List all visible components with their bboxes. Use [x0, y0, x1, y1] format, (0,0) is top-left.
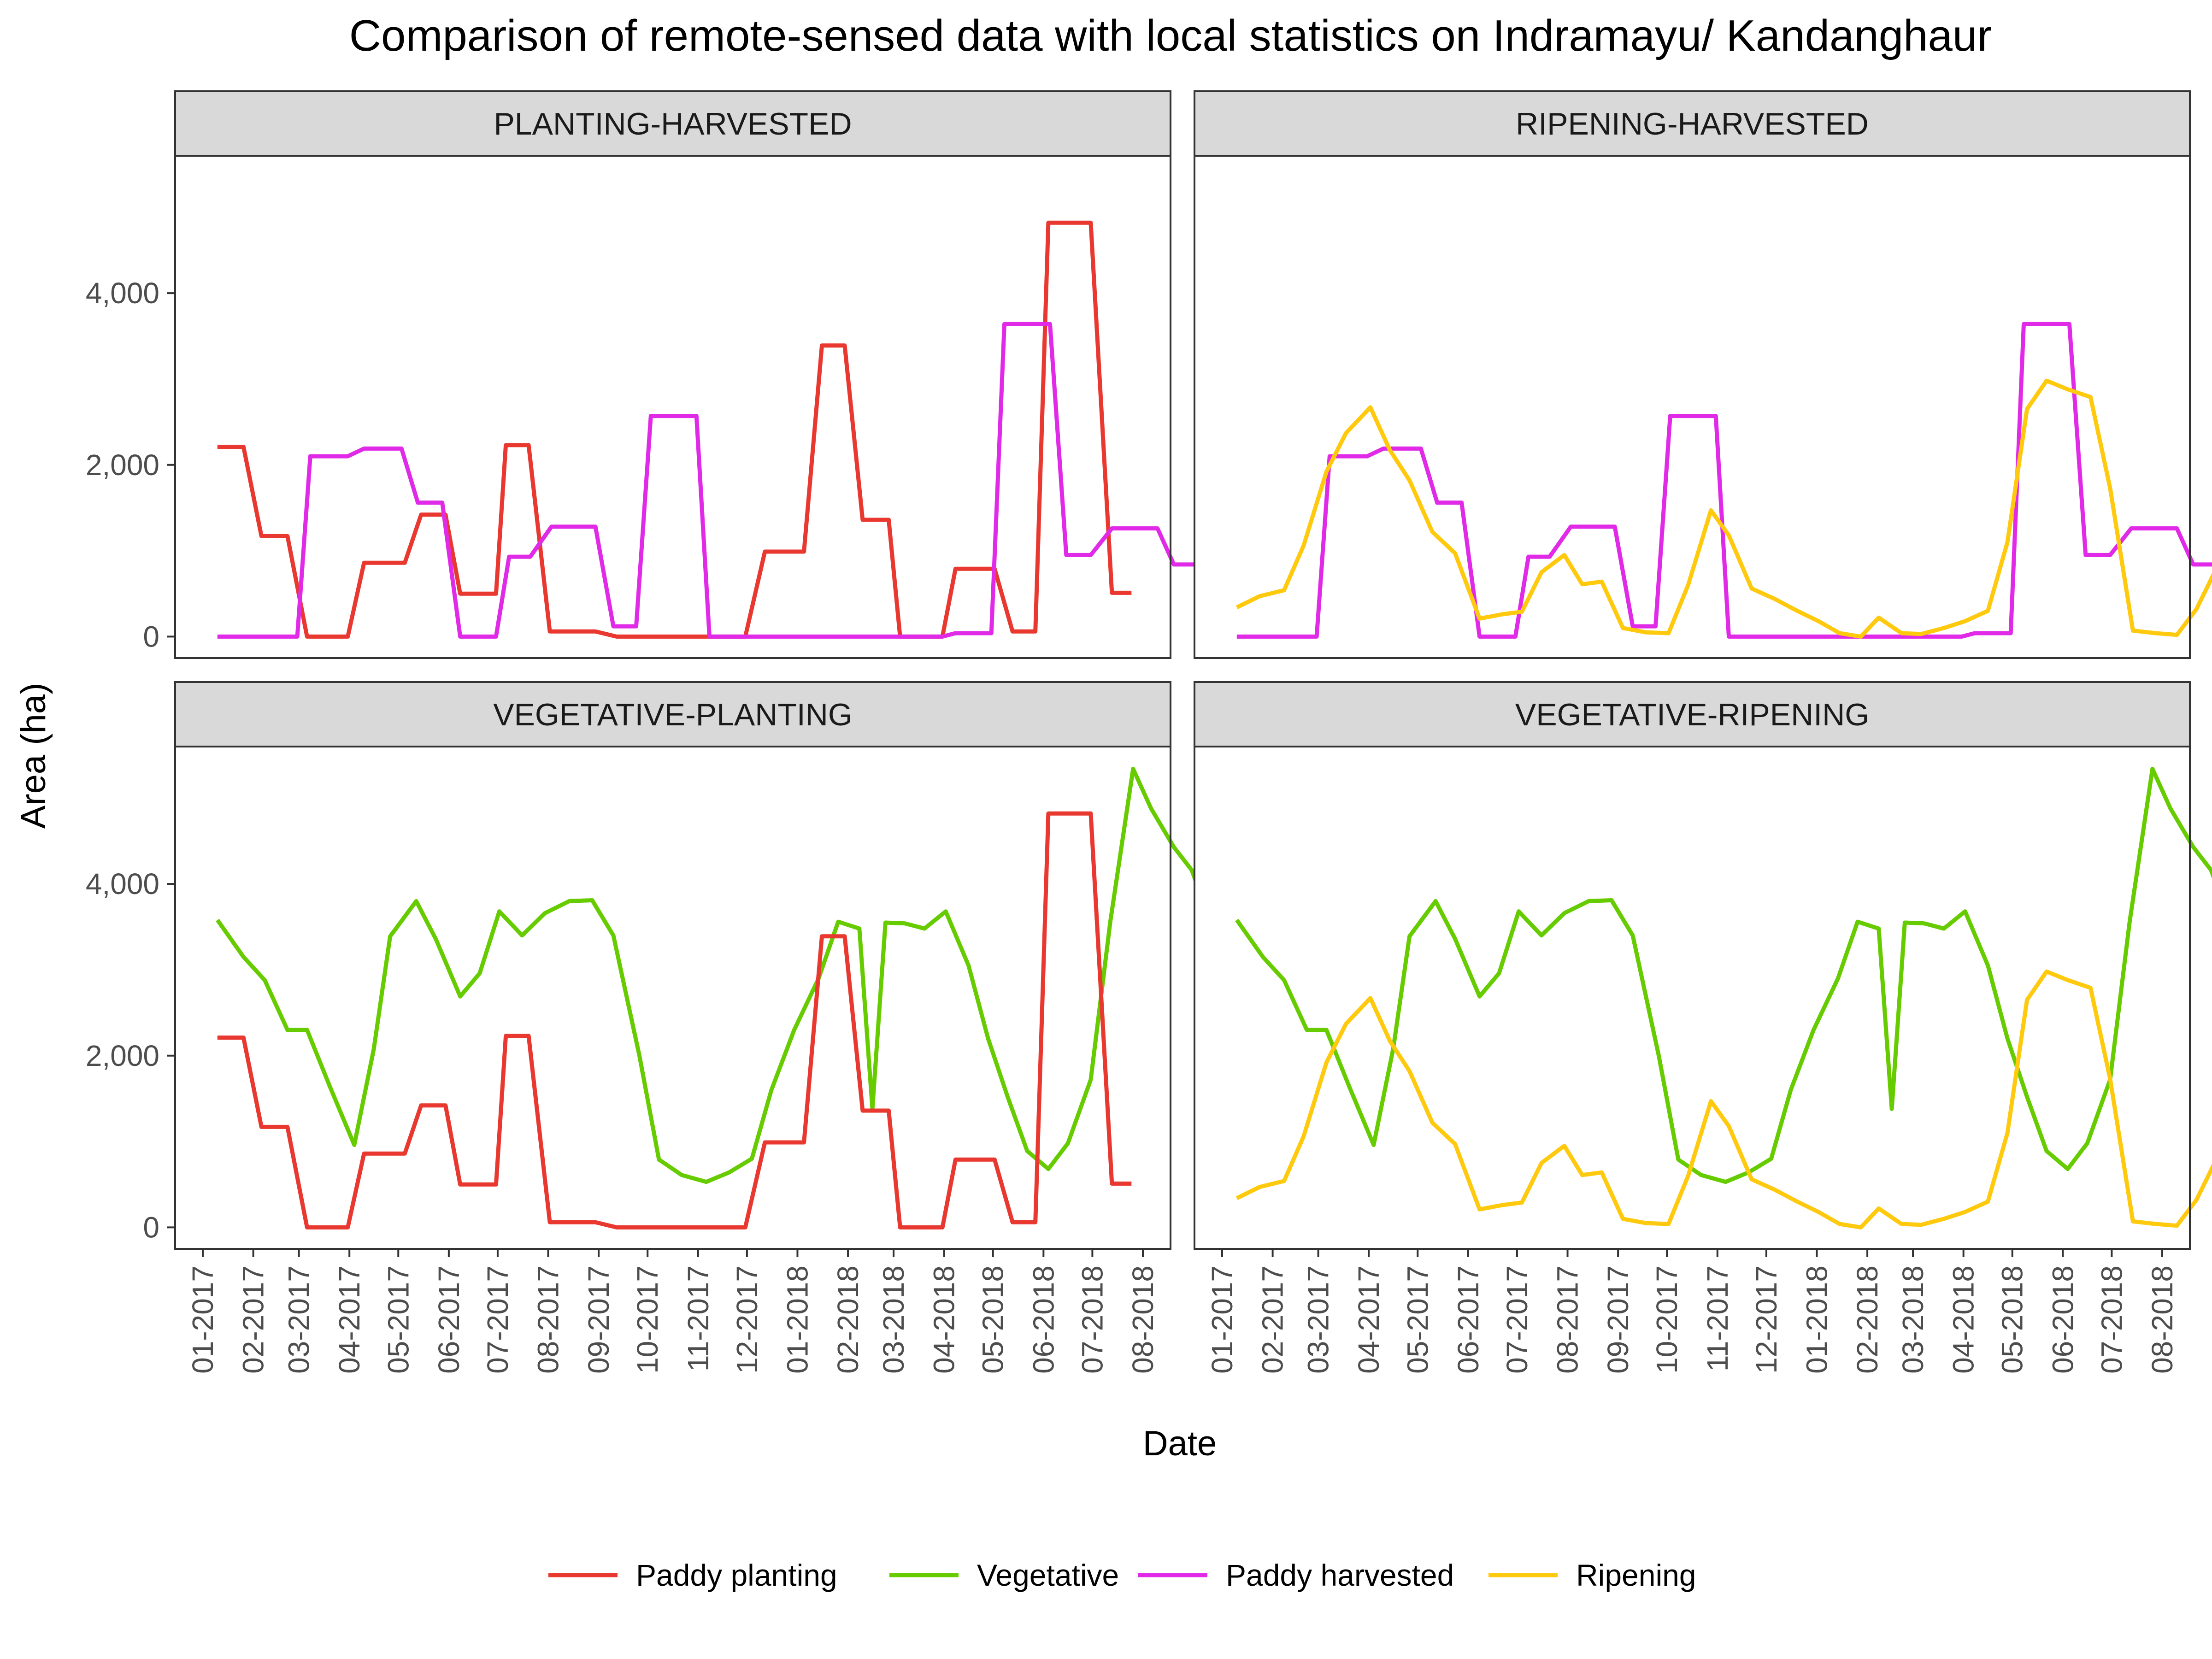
x-tick-label: 05-2017 [382, 1265, 415, 1374]
x-tick-label: 04-2017 [1352, 1265, 1385, 1374]
x-tick-label: 04-2018 [1947, 1265, 1980, 1374]
x-tick-label: 10-2017 [1650, 1265, 1683, 1374]
y-tick-label: 2,000 [86, 448, 159, 482]
y-tick-label: 0 [143, 620, 159, 653]
y-tick-label: 4,000 [86, 276, 159, 310]
x-tick-label: 12-2017 [730, 1265, 764, 1374]
x-tick-label: 07-2018 [2095, 1265, 2128, 1374]
series-line [1235, 378, 2212, 639]
x-tick-label: 02-2018 [1851, 1265, 1884, 1374]
x-tick-label: 01-2017 [1206, 1265, 1239, 1374]
x-tick-label: 03-2017 [1302, 1265, 1335, 1374]
plot-area [1194, 156, 2190, 658]
x-tick-label: 08-2017 [532, 1265, 565, 1374]
panel-border [174, 155, 1171, 659]
legend-item: Vegetative [889, 1558, 1119, 1592]
y-tick-label: 0 [143, 1211, 159, 1244]
x-tick-label: 11-2017 [682, 1265, 715, 1371]
plot-area [175, 747, 1171, 1249]
legend-label: Ripening [1576, 1558, 1696, 1592]
x-tick-label: 03-2018 [877, 1265, 910, 1374]
panel-border [174, 746, 1171, 1250]
x-tick-label: 04-2018 [928, 1265, 961, 1374]
legend-item: Ripening [1488, 1558, 1696, 1592]
x-tick-label: 11-2017 [1701, 1265, 1734, 1371]
y-tick-label: 2,000 [86, 1039, 159, 1072]
panels-group: PLANTING-HARVESTED 0 2,000 4,000 RIPENING-HA… [86, 90, 2212, 1374]
legend-label: Paddy planting [636, 1558, 837, 1592]
x-tick-label: 03-2017 [282, 1265, 316, 1374]
x-tick-label: 01-2018 [1800, 1265, 1834, 1374]
x-tick-label: 10-2017 [631, 1265, 664, 1374]
legend: Paddy planting Vegetative Paddy harvested R… [548, 1558, 1696, 1592]
legend-item: Paddy harvested [1138, 1558, 1454, 1592]
facet-strip-label: PLANTING-HARVESTED [494, 106, 852, 141]
facet-strip-label: RIPENING-HARVESTED [1516, 106, 1869, 141]
x-tick-label: 07-2018 [1076, 1265, 1109, 1374]
facet-panel: VEGETATIVE-PLANTING 0 2,000 4,000 01-2017 02-… [86, 681, 1210, 1374]
x-tick-label: 02-2017 [237, 1265, 270, 1374]
series-line [217, 322, 1208, 639]
x-tick-label: 03-2018 [1896, 1265, 1930, 1374]
panel-border [1194, 746, 2191, 1250]
y-axis-label: Area (ha) [14, 683, 53, 829]
x-tick-label: 06-2018 [1027, 1265, 1060, 1374]
x-tick-label: 04-2017 [333, 1265, 366, 1374]
series-line [1236, 322, 2212, 639]
facet-strip [174, 681, 1171, 747]
series-line [1235, 969, 2212, 1230]
x-tick-label: 07-2017 [481, 1265, 514, 1374]
legend-label: Paddy harvested [1226, 1558, 1454, 1592]
facet-panel: VEGETATIVE-RIPENING 01-2017 02-2017 03-2017… [1194, 681, 2212, 1374]
x-tick-label: 06-2017 [432, 1265, 465, 1374]
x-tick-label: 06-2017 [1452, 1265, 1485, 1374]
facet-strip-label: VEGETATIVE-PLANTING [493, 697, 853, 732]
x-tick-label: 05-2018 [1996, 1265, 2029, 1374]
series-line [217, 220, 1132, 639]
x-tick-label: 12-2017 [1750, 1265, 1783, 1374]
x-tick-label: 07-2017 [1500, 1265, 1534, 1374]
chart-title: Comparison of remote-sensed data with lo… [349, 11, 1992, 60]
facet-strip [1194, 90, 2191, 157]
facet-panel: PLANTING-HARVESTED 0 2,000 4,000 [86, 90, 1208, 659]
plot-area [175, 156, 1171, 658]
series-line [216, 766, 1210, 1184]
x-tick-label: 09-2017 [582, 1265, 615, 1374]
x-tick-label: 01-2017 [186, 1265, 219, 1374]
x-tick-label: 08-2018 [2146, 1265, 2179, 1374]
x-tick-label: 08-2017 [1551, 1265, 1584, 1374]
facet-strip [174, 90, 1171, 157]
facet-panel: RIPENING-HARVESTED [1194, 90, 2212, 659]
x-tick-label: 08-2018 [1126, 1265, 1159, 1374]
series-line [217, 811, 1132, 1230]
x-tick-label: 02-2017 [1256, 1265, 1289, 1374]
x-tick-label: 05-2017 [1401, 1265, 1434, 1374]
y-tick-label: 4,000 [86, 867, 159, 900]
legend-item: Paddy planting [548, 1558, 837, 1592]
legend-label: Vegetative [977, 1558, 1119, 1592]
x-tick-label: 02-2018 [831, 1265, 865, 1374]
series-line [1235, 766, 2212, 1184]
plot-area [1194, 747, 2190, 1249]
x-tick-label: 01-2018 [781, 1265, 814, 1374]
x-tick-label: 06-2018 [2046, 1265, 2079, 1374]
panel-border [1194, 155, 2191, 659]
facet-strip [1194, 681, 2191, 747]
x-tick-label: 09-2017 [1601, 1265, 1635, 1374]
facet-strip-label: VEGETATIVE-RIPENING [1515, 697, 1869, 732]
x-tick-label: 05-2018 [977, 1265, 1010, 1374]
x-axis-label: Date [1143, 1424, 1217, 1463]
